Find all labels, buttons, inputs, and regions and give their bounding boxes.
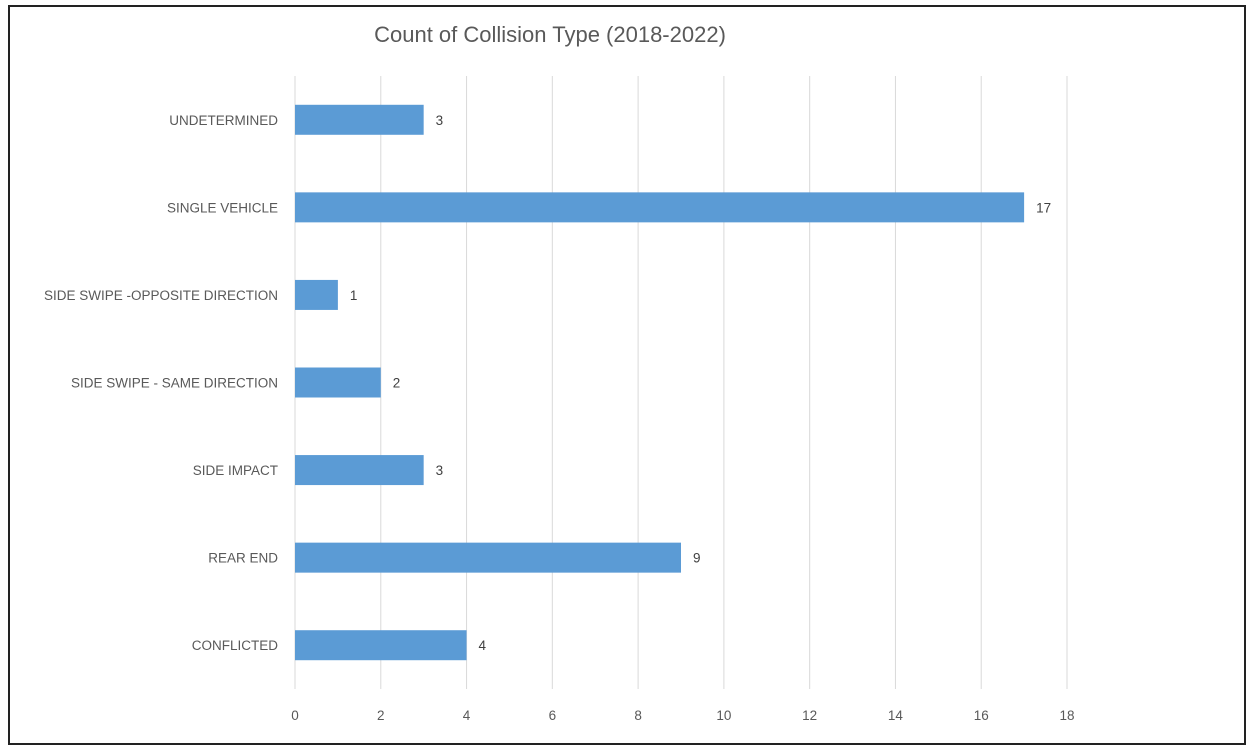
category-label: REAR END: [208, 551, 278, 566]
category-label: CONFLICTED: [192, 638, 279, 653]
bar: [295, 630, 467, 661]
category-label: UNDETERMINED: [169, 113, 278, 128]
grid-lines: [294, 76, 1068, 689]
bars: [295, 104, 1025, 661]
bar: [295, 279, 338, 310]
x-tick-label: 8: [634, 708, 642, 723]
x-tick-label: 2: [377, 708, 385, 723]
bar: [295, 542, 681, 573]
data-label: 3: [436, 463, 444, 478]
category-label: SIDE SWIPE - SAME DIRECTION: [71, 376, 278, 391]
category-label: SIDE IMPACT: [193, 463, 278, 478]
data-label: 2: [393, 376, 401, 391]
x-tick-label: 12: [802, 708, 817, 723]
x-tick-label: 18: [1059, 708, 1074, 723]
data-label: 4: [479, 638, 487, 653]
category-label: SIDE SWIPE -OPPOSITE DIRECTION: [44, 288, 278, 303]
x-tick-label: 14: [888, 708, 904, 723]
bar: [295, 367, 381, 398]
data-label: 17: [1036, 200, 1051, 215]
bar: [295, 104, 424, 135]
chart-frame: [8, 5, 1246, 745]
x-tick-label: 6: [549, 708, 557, 723]
x-tick-label: 4: [463, 708, 471, 723]
data-label: 1: [350, 288, 358, 303]
x-tick-label: 10: [716, 708, 731, 723]
x-tick-label: 16: [974, 708, 989, 723]
x-axis-ticks: 0 2 4 6 8 10 12 14 16 18: [291, 708, 1074, 723]
bar: [295, 455, 424, 486]
data-label: 9: [693, 551, 701, 566]
chart-title: Count of Collision Type (2018-2022): [374, 22, 726, 47]
data-label: 3: [436, 113, 444, 128]
bar: [295, 192, 1025, 223]
x-tick-label: 0: [291, 708, 299, 723]
data-labels: 3 17 1 2 3 9 4: [350, 113, 1051, 653]
category-labels: UNDETERMINED SINGLE VEHICLE SIDE SWIPE -OP…: [44, 113, 278, 653]
category-label: SINGLE VEHICLE: [167, 200, 278, 215]
